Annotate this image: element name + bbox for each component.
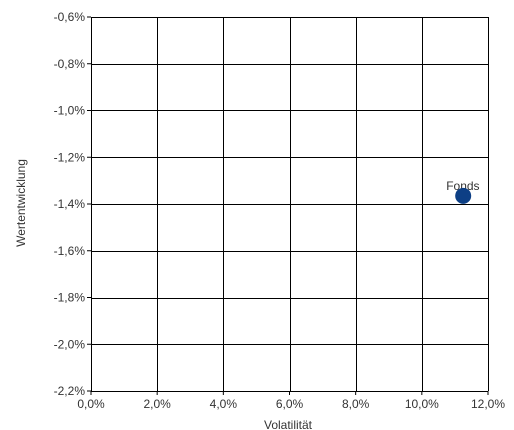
x-tick-label: 12,0% [471,397,505,411]
x-tick-label: 6,0% [276,397,304,411]
y-axis-title: Wertentwicklung [14,159,28,247]
y-axis-ticks: -0,6% -0,8% -1,0% -1,2% -1,4% -1,6% -1,8% -2,0%… [54,10,91,398]
y-tick-label: -0,6% [54,10,86,24]
y-tick-label: -2,2% [54,384,86,398]
point-label: Fonds [446,179,479,193]
chart-grid [91,17,489,392]
x-tick-label: 0,0% [77,397,105,411]
y-tick-label: -0,8% [54,57,86,71]
x-tick-label: 2,0% [143,397,171,411]
data-points: Fonds [446,179,480,204]
y-tick-label: -1,6% [54,244,86,258]
y-tick-label: -2,0% [54,337,86,351]
x-tick-label: 4,0% [210,397,238,411]
x-tick-label: 10,0% [405,397,439,411]
x-axis-ticks: 0,0% 2,0% 4,0% 6,0% 8,0% 10,0% 12,0% [77,391,505,411]
x-tick-label: 8,0% [342,397,370,411]
y-tick-label: -1,0% [54,104,86,118]
y-tick-label: -1,4% [54,197,86,211]
data-point-marker [455,187,472,204]
y-tick-label: -1,8% [54,291,86,305]
x-axis-title: Volatilität [264,418,313,430]
y-tick-label: -1,2% [54,150,86,164]
